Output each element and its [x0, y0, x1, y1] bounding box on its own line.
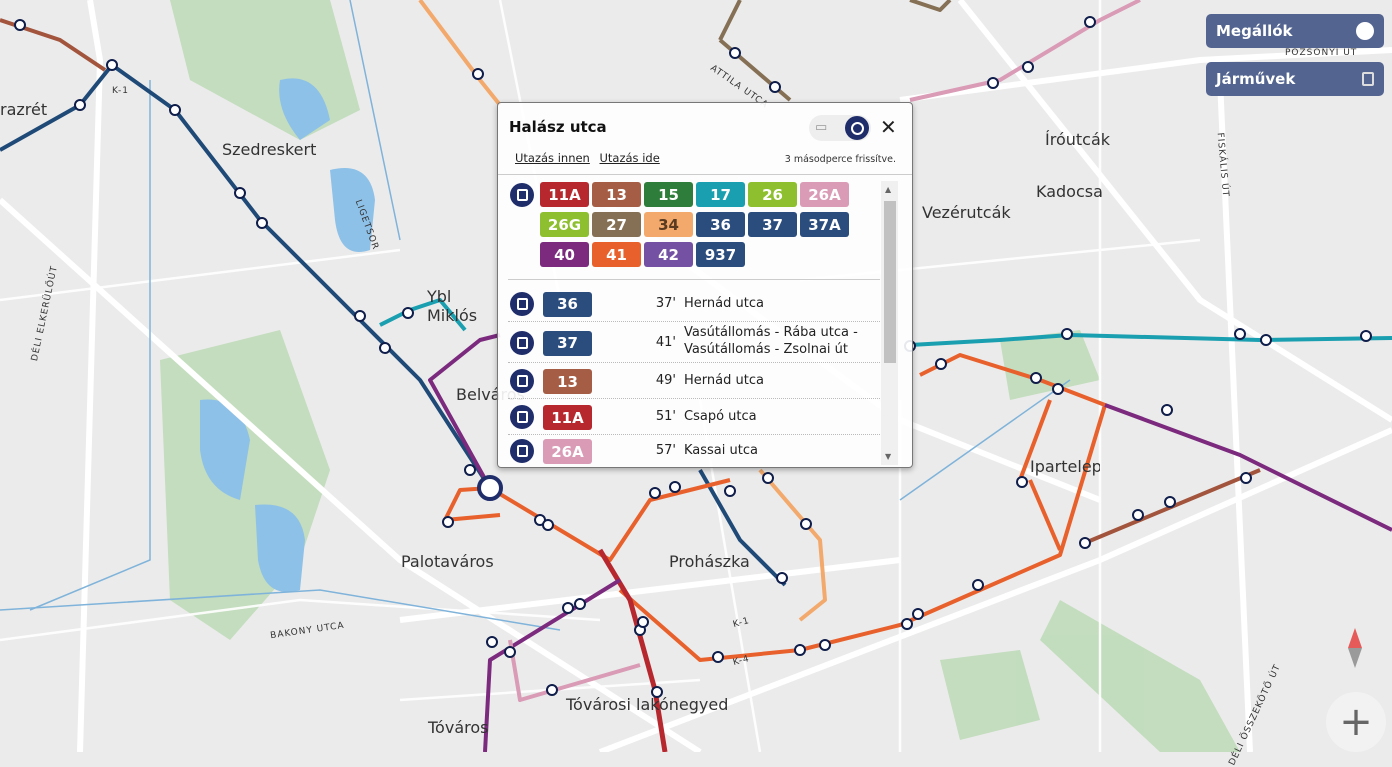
clock-icon[interactable] — [845, 116, 869, 140]
line-badge[interactable]: 17 — [696, 182, 745, 207]
destination: Kassai utca — [684, 443, 758, 458]
departure-time: 37' — [655, 295, 676, 311]
vehicle-icon[interactable]: ▭ — [815, 120, 828, 135]
close-icon[interactable]: ✕ — [880, 115, 897, 139]
street-label: K-1 — [112, 86, 129, 96]
travel-from-link[interactable]: Utazás innen — [515, 151, 590, 165]
compass-icon[interactable] — [1348, 628, 1362, 668]
view-toggle[interactable]: ▭ — [809, 115, 871, 141]
line-badge[interactable]: 37 — [748, 212, 797, 237]
place-label: Vezérutcák — [922, 203, 1011, 222]
travel-to-link[interactable]: Utazás ide — [599, 151, 660, 165]
bus-icon — [510, 439, 534, 463]
line-badge[interactable]: 11A — [540, 182, 589, 207]
bus-icon — [510, 369, 534, 393]
line-badge[interactable]: 42 — [644, 242, 693, 267]
line-badge[interactable]: 26A — [800, 182, 849, 207]
scrollbar[interactable]: ▲ ▼ — [881, 181, 898, 465]
selected-stop-marker[interactable] — [477, 475, 503, 501]
line-badge[interactable]: 937 — [696, 242, 745, 267]
stops-label: Megállók — [1216, 22, 1293, 40]
departure-time: 41' — [655, 334, 676, 350]
place-label: Tóváros — [428, 718, 489, 737]
place-label: Ybl Miklós lakótelep — [427, 287, 497, 327]
vehicles-label: Járművek — [1216, 70, 1296, 88]
departure-row[interactable]: 37 41' Vasútállomás - Rába utca - Vasútá… — [508, 322, 880, 363]
place-label: Íróutcák — [1045, 130, 1111, 149]
stops-toggle-button[interactable]: Megállók — [1206, 14, 1384, 48]
street-label: POZSONYI ÚT — [1285, 48, 1358, 58]
line-badge[interactable]: 26A — [543, 439, 592, 464]
departure-row[interactable]: 13 49' Hernád utca — [508, 363, 880, 399]
line-badge[interactable]: 27 — [592, 212, 641, 237]
vehicles-toggle-button[interactable]: Járművek — [1206, 62, 1384, 96]
place-label: Prohászka — [669, 552, 750, 571]
popup-title: Halász utca — [509, 118, 607, 136]
departure-time: 51' — [655, 409, 676, 424]
place-label: Palotaváros — [401, 552, 494, 571]
stop-popup: Halász utca ▭ ✕ Utazás innen Utazás ide … — [497, 102, 913, 468]
zoom-in-button[interactable]: + — [1326, 692, 1386, 752]
bus-icon — [510, 330, 534, 355]
refresh-status: 3 másodperce frissítve. — [784, 154, 896, 165]
destination: Vasútállomás - Rába utca - Vasútállomás … — [684, 325, 858, 357]
line-badge[interactable]: 34 — [644, 212, 693, 237]
line-badge[interactable]: 41 — [592, 242, 641, 267]
place-label: razrét — [0, 100, 48, 119]
destination: Hernád utca — [684, 295, 764, 311]
departure-row[interactable]: 26A 57' Kassai utca — [508, 435, 880, 467]
line-badge[interactable]: 36 — [543, 291, 592, 317]
line-badge[interactable]: 37 — [543, 330, 592, 356]
place-label: Kadocsa — [1036, 182, 1103, 201]
line-badge[interactable]: 11A — [543, 405, 592, 430]
line-badge[interactable]: 37A — [800, 212, 849, 237]
place-label: Ipartelep — [1030, 457, 1100, 476]
bus-icon — [510, 291, 534, 316]
line-badge[interactable]: 36 — [696, 212, 745, 237]
place-label: Tóvárosi lakónegyed — [566, 695, 729, 714]
destination: Csapó utca — [684, 409, 757, 424]
line-badge[interactable]: 13 — [592, 182, 641, 207]
departure-time: 49' — [655, 373, 676, 388]
bus-icon — [510, 183, 534, 207]
line-badge[interactable]: 13 — [543, 369, 592, 394]
departure-row[interactable]: 36 37' Hernád utca — [508, 285, 880, 322]
line-badge[interactable]: 26 — [748, 182, 797, 207]
bus-icon — [510, 405, 534, 429]
departure-row[interactable]: 11A 51' Csapó utca — [508, 399, 880, 435]
toggle-circle-icon — [1356, 22, 1374, 40]
place-label: Szedreskert — [222, 140, 317, 159]
line-badge[interactable]: 26G — [540, 212, 589, 237]
bus-icon — [1362, 72, 1374, 86]
departure-time: 57' — [655, 443, 676, 458]
line-badge[interactable]: 40 — [540, 242, 589, 267]
line-badge[interactable]: 15 — [644, 182, 693, 207]
destination: Hernád utca — [684, 373, 764, 388]
